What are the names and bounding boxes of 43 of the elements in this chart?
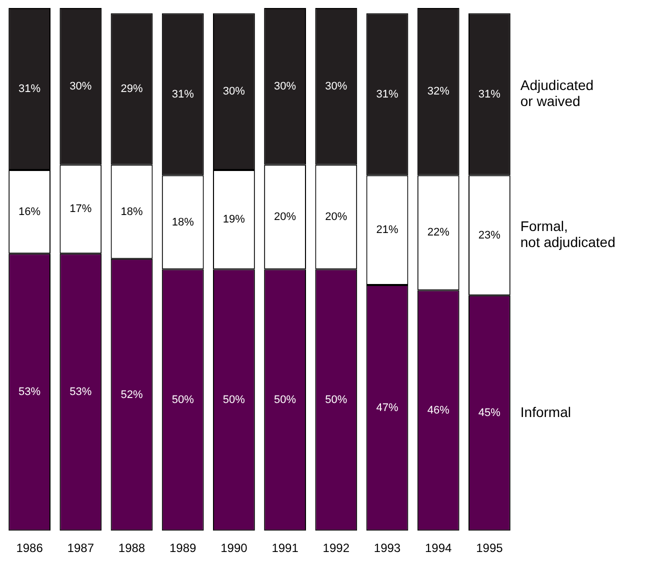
data-label: 52% [120,388,143,401]
data-label: 23% [478,229,501,242]
data-label: 53% [70,386,92,398]
x-tick-label: 1988 [118,541,146,556]
data-label: 50% [274,394,296,406]
data-label: 31% [18,83,41,96]
data-label: 17% [70,203,92,216]
data-label: 50% [325,394,348,406]
data-label: 20% [274,211,296,224]
x-tick-label: 1995 [476,541,504,556]
x-tick-label: 1993 [374,541,401,556]
data-label: 21% [376,224,398,236]
data-label: 22% [427,226,450,239]
data-label: 46% [427,404,450,416]
data-label: 30% [70,80,92,92]
data-label: 47% [376,402,398,414]
data-label: 32% [427,86,450,98]
data-label: 29% [120,83,143,96]
x-tick-label: 1990 [220,541,248,556]
series-label: Adjudicated or waived [520,77,594,110]
x-tick-label: 1987 [67,541,94,556]
data-label: 19% [222,214,246,226]
x-tick-label: 1992 [322,541,350,556]
data-label: 18% [120,206,143,218]
x-tick-label: 1994 [425,541,452,556]
data-label: 31% [376,88,398,100]
data-label: 50% [222,394,246,406]
data-label: 45% [478,407,501,420]
data-label: 18% [172,216,194,228]
data-label: 30% [274,80,296,92]
data-label: 31% [172,88,194,100]
data-label: 50% [172,394,194,406]
series-label: Informal [520,404,571,420]
x-tick-label: 1991 [272,541,299,556]
data-label: 30% [222,86,246,98]
data-label: 31% [478,88,501,100]
data-label: 30% [325,80,348,92]
x-tick-label: 1986 [16,541,44,556]
x-tick-label: 1989 [170,541,197,556]
data-label: 20% [325,211,348,224]
data-label: 16% [18,206,41,218]
data-label: 53% [18,386,41,398]
series-label: Formal, not adjudicated [520,218,616,250]
